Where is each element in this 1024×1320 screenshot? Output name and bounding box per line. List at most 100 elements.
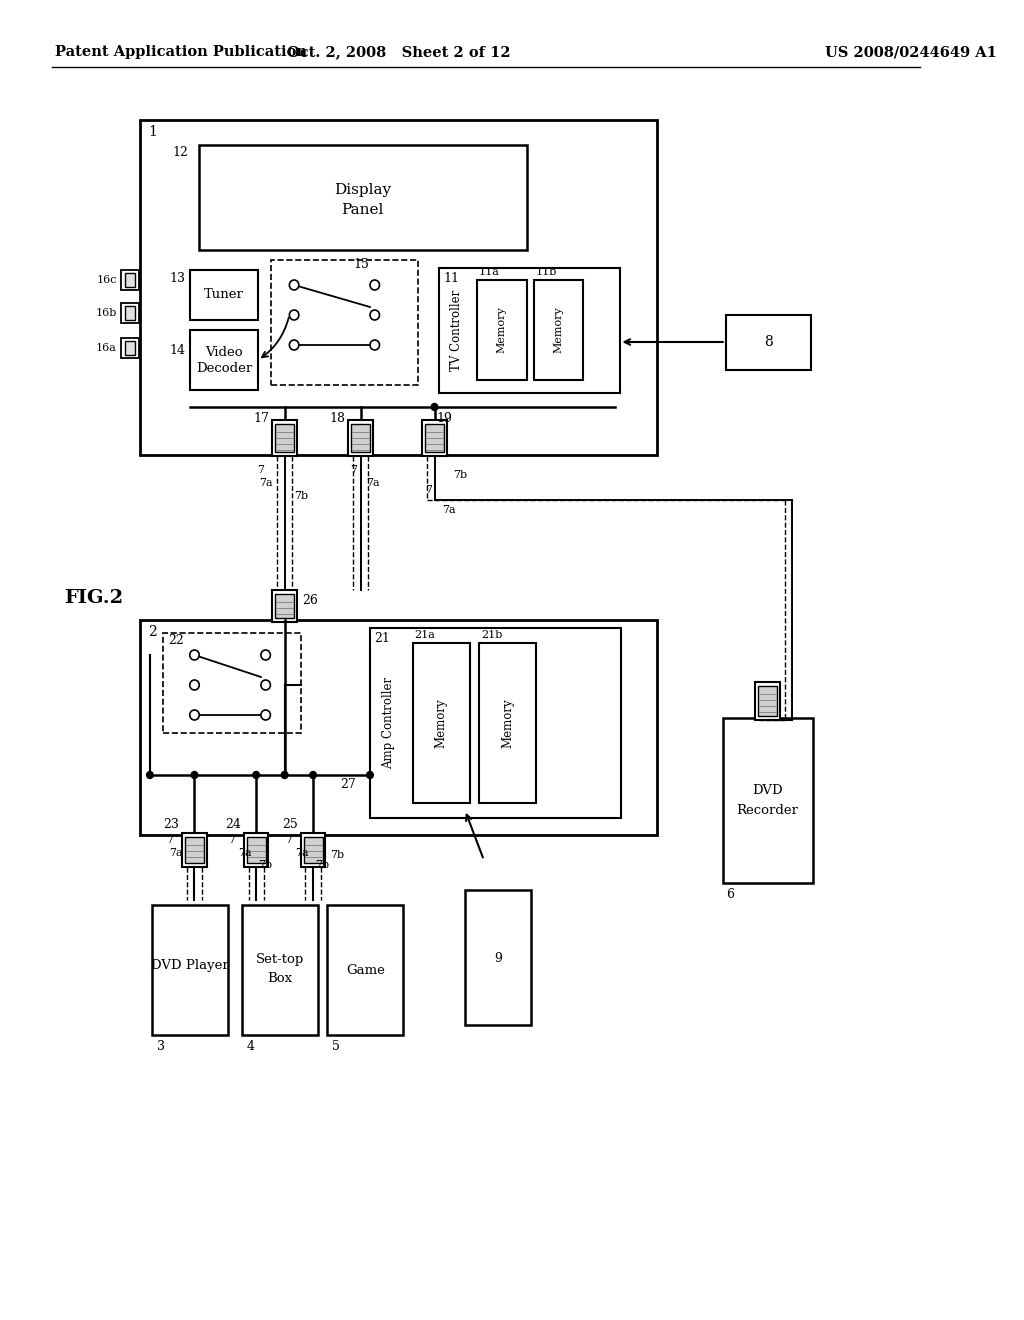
Circle shape <box>261 680 270 690</box>
Bar <box>152 906 227 1035</box>
Bar <box>182 833 207 867</box>
Bar <box>242 906 317 1035</box>
Text: Patent Application Publication: Patent Application Publication <box>55 45 307 59</box>
Text: 25: 25 <box>283 818 298 832</box>
Bar <box>726 315 811 370</box>
Circle shape <box>370 280 380 290</box>
Bar <box>755 682 780 719</box>
Text: 16a: 16a <box>96 343 117 352</box>
Text: Memory: Memory <box>497 306 507 354</box>
Text: Amp Controller: Amp Controller <box>383 677 395 770</box>
Text: DVD Player: DVD Player <box>151 958 228 972</box>
Text: 26: 26 <box>302 594 317 606</box>
Text: 7: 7 <box>350 465 356 475</box>
Bar <box>271 260 419 385</box>
Text: 27: 27 <box>340 779 355 792</box>
Text: 7b: 7b <box>315 861 330 870</box>
Bar <box>275 594 294 618</box>
Bar <box>272 420 297 455</box>
Text: Tuner: Tuner <box>204 289 244 301</box>
Text: Recorder: Recorder <box>736 804 799 817</box>
Text: 7a: 7a <box>442 506 456 515</box>
Bar <box>189 330 258 389</box>
Bar <box>272 590 297 622</box>
Text: TV Controller: TV Controller <box>450 289 463 371</box>
Bar <box>479 643 536 803</box>
Bar <box>723 718 813 883</box>
Bar <box>163 634 301 733</box>
Text: 1: 1 <box>148 125 157 139</box>
Text: 11b: 11b <box>536 267 557 277</box>
Bar <box>122 338 138 358</box>
Circle shape <box>290 310 299 319</box>
Bar <box>303 837 323 863</box>
Bar <box>185 837 204 863</box>
Text: 7b: 7b <box>294 491 308 502</box>
Text: 16b: 16b <box>95 308 117 318</box>
Circle shape <box>290 341 299 350</box>
Circle shape <box>253 771 259 779</box>
Text: 7b: 7b <box>259 861 272 870</box>
Bar <box>328 906 403 1035</box>
Bar <box>247 837 265 863</box>
Text: 23: 23 <box>164 818 179 832</box>
Text: 7b: 7b <box>330 850 344 861</box>
Text: DVD: DVD <box>753 784 782 796</box>
Text: Box: Box <box>267 972 293 985</box>
Text: 4: 4 <box>247 1040 255 1053</box>
Bar <box>301 833 326 867</box>
Circle shape <box>370 341 380 350</box>
Bar <box>413 643 470 803</box>
Text: 13: 13 <box>169 272 185 285</box>
Circle shape <box>146 771 154 779</box>
Circle shape <box>290 280 299 290</box>
Bar <box>275 424 294 451</box>
Circle shape <box>189 680 200 690</box>
Bar <box>122 304 138 323</box>
Text: 9: 9 <box>495 952 502 965</box>
Text: Set-top: Set-top <box>256 953 304 966</box>
Circle shape <box>282 771 288 779</box>
Circle shape <box>191 771 198 779</box>
Text: 14: 14 <box>169 343 185 356</box>
Text: 8: 8 <box>764 335 773 348</box>
Text: Memory: Memory <box>501 698 514 748</box>
Text: 11: 11 <box>443 272 459 285</box>
Text: 19: 19 <box>436 412 453 425</box>
Text: Game: Game <box>346 964 385 977</box>
Text: 7b: 7b <box>454 470 468 480</box>
Text: 7: 7 <box>426 484 432 495</box>
Text: 18: 18 <box>330 412 345 425</box>
Text: 7a: 7a <box>295 847 308 858</box>
Bar <box>370 628 622 818</box>
Text: Display: Display <box>334 183 391 197</box>
Text: 7a: 7a <box>260 478 273 488</box>
Text: 24: 24 <box>225 818 241 832</box>
Text: 15: 15 <box>354 259 370 272</box>
Bar <box>125 273 135 286</box>
Text: 7a: 7a <box>367 478 380 488</box>
Text: Oct. 2, 2008   Sheet 2 of 12: Oct. 2, 2008 Sheet 2 of 12 <box>287 45 510 59</box>
Text: Memory: Memory <box>554 306 564 354</box>
Bar <box>125 341 135 355</box>
Text: 7a: 7a <box>238 847 252 858</box>
Bar <box>439 268 620 393</box>
Circle shape <box>261 710 270 719</box>
Circle shape <box>431 404 438 411</box>
Text: 17: 17 <box>254 412 269 425</box>
Text: Video: Video <box>205 346 243 359</box>
Text: Decoder: Decoder <box>196 362 252 375</box>
Circle shape <box>309 771 316 779</box>
Text: 7a: 7a <box>170 847 183 858</box>
Text: 21: 21 <box>374 631 390 644</box>
Bar <box>244 833 268 867</box>
Bar <box>140 620 657 836</box>
Text: 6: 6 <box>726 888 734 902</box>
Bar <box>535 280 584 380</box>
Text: 16c: 16c <box>96 275 117 285</box>
Circle shape <box>367 771 374 779</box>
Bar <box>125 306 135 319</box>
Bar <box>477 280 526 380</box>
Circle shape <box>189 649 200 660</box>
Text: FIG.2: FIG.2 <box>65 589 124 607</box>
